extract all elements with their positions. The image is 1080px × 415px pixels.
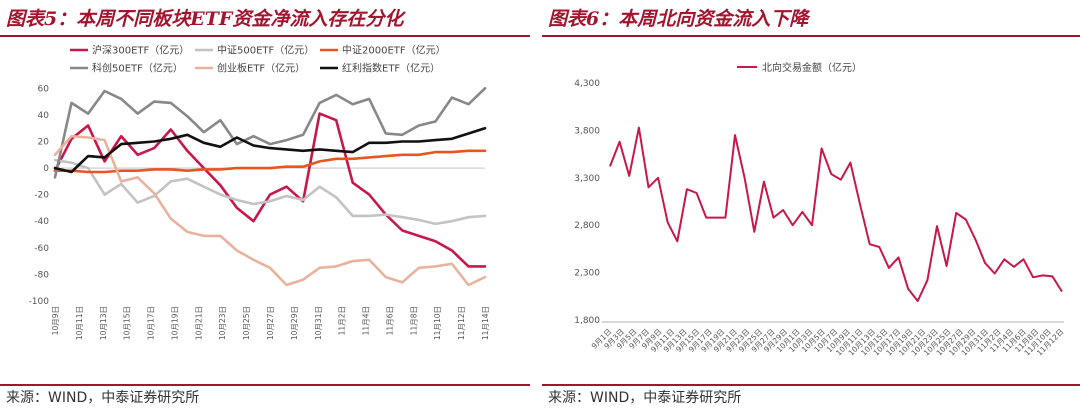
- y-tick-label: 20: [38, 137, 50, 147]
- left-chart: 沪深300ETF（亿元） 中证500ETF（亿元） 中证2000ETF（亿元） 科创5…: [29, 44, 490, 341]
- left-panel: 图表5：本周不同板块ETF资金净流入存在分化 沪深300ETF（亿元） 中证500…: [0, 0, 530, 415]
- y-tick-label: 0: [43, 164, 49, 174]
- x-tick-label: 11月6日: [385, 306, 394, 335]
- x-tick-label: 10月17日: [147, 306, 156, 340]
- x-tick-label: 10月27日: [266, 306, 275, 340]
- y-tick-label: 3,800: [574, 126, 600, 136]
- x-tick-label: 10月19日: [170, 306, 179, 340]
- y-tick-label: -40: [34, 217, 49, 227]
- legend-label: 沪深300ETF（亿元）: [92, 44, 189, 57]
- left-source: 来源：WIND，中泰证券研究所: [6, 390, 200, 406]
- series-line: [53, 112, 487, 268]
- series-line: [53, 134, 487, 287]
- x-tick-label: 10月11日: [75, 306, 84, 340]
- y-tick-label: 1,800: [574, 316, 600, 326]
- legend-label: 科创50ETF（亿元）: [92, 62, 183, 75]
- left-source-rule: [0, 384, 530, 386]
- series-line: [53, 158, 487, 226]
- y-tick-label: -60: [34, 244, 49, 254]
- y-tick-label: 4,300: [574, 79, 600, 89]
- series-line: [609, 126, 1063, 302]
- right-chart: 北向交易金额（亿元） 1,800 2,300 2,800 3,300 3,800 4,300…: [574, 61, 1065, 358]
- right-panel: 图表6：本周北向资金流入下降 北向交易金额（亿元） 1,800 2,300 2,800…: [542, 0, 1080, 415]
- right-source: 来源：WIND，中泰证券研究所: [548, 390, 742, 406]
- legend-label: 红利指数ETF（亿元）: [342, 62, 440, 75]
- x-tick-label: 10月9日: [51, 306, 60, 335]
- x-tick-label: 11月2日: [338, 306, 347, 335]
- x-tick-label: 11月4日: [362, 306, 371, 335]
- legend-label: 创业板ETF（亿元）: [217, 62, 305, 75]
- legend-label: 北向交易金额（亿元）: [762, 61, 862, 74]
- x-tick-label: 10月31日: [314, 306, 323, 340]
- x-tick-label: 11月10日: [433, 306, 442, 340]
- x-tick-label: 11月14日: [481, 306, 490, 340]
- y-tick-label: -20: [34, 191, 49, 201]
- y-tick-label: -80: [34, 270, 49, 280]
- right-source-rule: [542, 384, 1080, 386]
- y-tick-label: 2,800: [574, 221, 600, 231]
- x-tick-label: 10月23日: [218, 306, 227, 340]
- y-tick-label: 2,300: [574, 269, 600, 279]
- left-chart-title: 图表5：本周不同板块ETF资金净流入存在分化: [6, 8, 404, 30]
- y-tick-label: 40: [38, 111, 50, 121]
- x-tick-label: 11月12日: [457, 306, 466, 340]
- legend-label: 中证500ETF（亿元）: [217, 44, 314, 57]
- series-line: [53, 149, 487, 174]
- x-tick-label: 10月21日: [194, 306, 203, 340]
- x-tick-label: 10月29日: [290, 306, 299, 340]
- y-tick-label: 3,300: [574, 174, 600, 184]
- left-title-rule: [0, 35, 530, 37]
- y-tick-label: -100: [29, 297, 50, 307]
- right-chart-title: 图表6：本周北向资金流入下降: [548, 8, 809, 30]
- x-tick-label: 10月25日: [242, 306, 251, 340]
- x-tick-label: 10月13日: [99, 306, 108, 340]
- right-title-rule: [542, 35, 1080, 37]
- x-tick-label: 10月15日: [123, 306, 132, 340]
- series-line: [53, 86, 487, 179]
- series-line: [53, 126, 487, 174]
- x-tick-label: 11月8日: [409, 306, 418, 335]
- y-tick-label: 60: [38, 84, 50, 94]
- legend-label: 中证2000ETF（亿元）: [342, 44, 446, 57]
